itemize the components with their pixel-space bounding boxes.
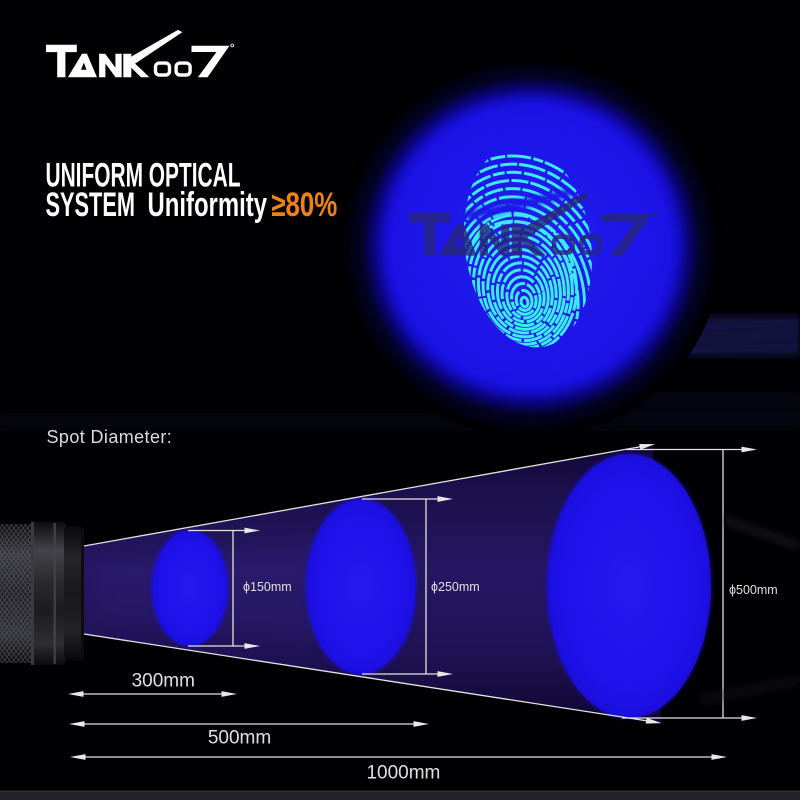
- svg-text:300mm: 300mm: [132, 671, 195, 692]
- svg-text:≥80%: ≥80%: [271, 186, 337, 224]
- svg-text:1000mm: 1000mm: [366, 762, 440, 783]
- svg-text:Spot Diameter:: Spot Diameter:: [47, 427, 173, 447]
- svg-text:Uniformity: Uniformity: [148, 186, 268, 224]
- svg-text:SYSTEM: SYSTEM: [46, 186, 136, 224]
- svg-text:UNIFORM OPTICAL: UNIFORM OPTICAL: [46, 156, 241, 194]
- svg-text:500mm: 500mm: [208, 727, 271, 748]
- svg-text:ϕ500mm: ϕ500mm: [729, 583, 778, 597]
- svg-text:ϕ250mm: ϕ250mm: [431, 580, 480, 594]
- svg-text:ϕ150mm: ϕ150mm: [243, 580, 292, 594]
